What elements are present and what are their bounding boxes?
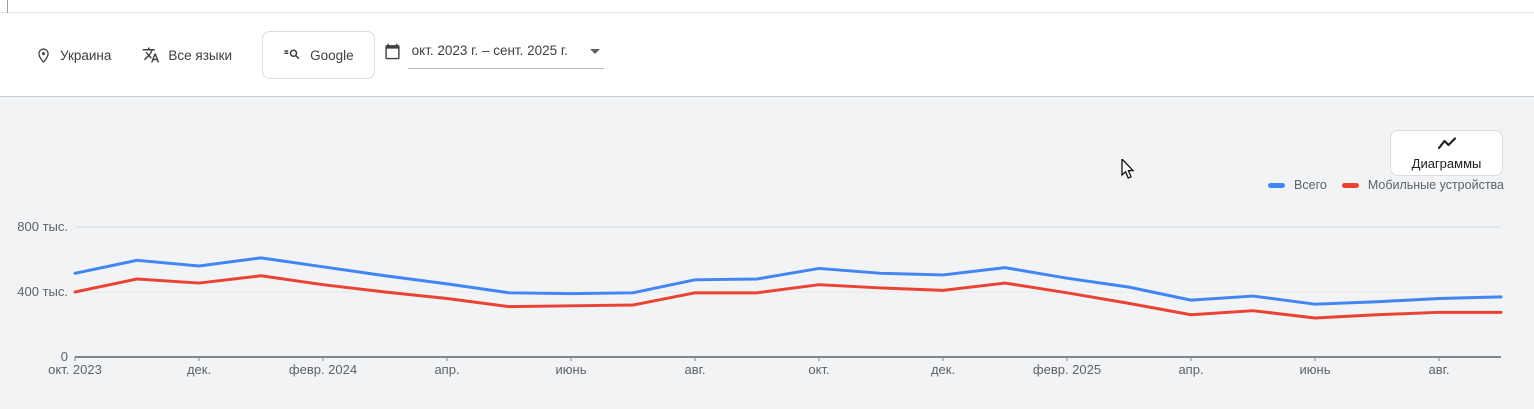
pane-divider	[7, 0, 8, 13]
language-filter[interactable]: Все языки	[142, 46, 232, 64]
x-tick-label: дек.	[930, 362, 956, 377]
series-line-mobile[interactable]	[73, 274, 1503, 320]
x-tick-label: февр. 2024	[288, 362, 358, 377]
line-chart-icon	[1435, 135, 1459, 155]
x-axis-ticks	[74, 357, 1440, 361]
chevron-down-icon	[589, 48, 600, 54]
x-tick-label: авг.	[1428, 362, 1450, 377]
x-tick-label: дек.	[186, 362, 212, 377]
location-filter[interactable]: Украина	[35, 47, 111, 64]
calendar-icon	[384, 43, 401, 65]
x-tick-label: окт.	[808, 362, 830, 377]
chart-section: Диаграммы Всего Мобильные устройства 0 40…	[0, 97, 1534, 409]
search-network-icon	[283, 45, 301, 66]
x-tick-label: февр. 2025	[1032, 362, 1102, 377]
network-filter-button[interactable]: Google	[262, 31, 375, 79]
legend-swatch-mobile	[1341, 182, 1359, 188]
legend-swatch-total	[1268, 182, 1286, 188]
x-tick-label: июнь	[1299, 362, 1331, 377]
y-tick-label: 800 тыс.	[17, 219, 68, 234]
date-range-filter[interactable]: окт. 2023 г. – сент. 2025 г.	[384, 42, 604, 69]
gridlines	[75, 226, 1501, 293]
top-strip	[0, 0, 1534, 13]
x-tick-label: апр.	[1178, 362, 1204, 377]
location-filter-label: Украина	[60, 47, 112, 63]
charts-toggle-button[interactable]: Диаграммы	[1390, 130, 1503, 176]
x-tick-label: окт. 2023	[48, 362, 102, 377]
x-tick-label: апр.	[434, 362, 460, 377]
y-tick-label: 400 тыс.	[17, 284, 68, 299]
y-tick-label: 0	[60, 349, 68, 364]
x-tick-label: авг.	[684, 362, 706, 377]
charts-button-label: Диаграммы	[1411, 156, 1482, 171]
legend-label-mobile: Мобильные устройства	[1367, 178, 1504, 192]
mouse-cursor	[1121, 157, 1136, 185]
language-filter-label: Все языки	[168, 47, 233, 63]
translate-icon	[142, 46, 160, 64]
date-range-value: окт. 2023 г. – сент. 2025 г.	[411, 42, 568, 58]
legend-label-total: Всего	[1294, 178, 1327, 192]
legend-item-total[interactable]: Всего	[1268, 178, 1327, 192]
x-tick-label: июнь	[555, 362, 587, 377]
series-line-total[interactable]	[73, 256, 1503, 306]
date-range-select[interactable]: окт. 2023 г. – сент. 2025 г.	[407, 42, 604, 69]
legend-item-mobile[interactable]: Мобильные устройства	[1341, 178, 1504, 192]
location-pin-icon	[35, 47, 52, 64]
filter-bar: Украина Все языки Google	[0, 14, 1534, 97]
trend-chart	[73, 226, 1503, 361]
chart-legend: Всего Мобильные устройства	[1268, 178, 1504, 192]
network-filter-label: Google	[310, 47, 354, 63]
